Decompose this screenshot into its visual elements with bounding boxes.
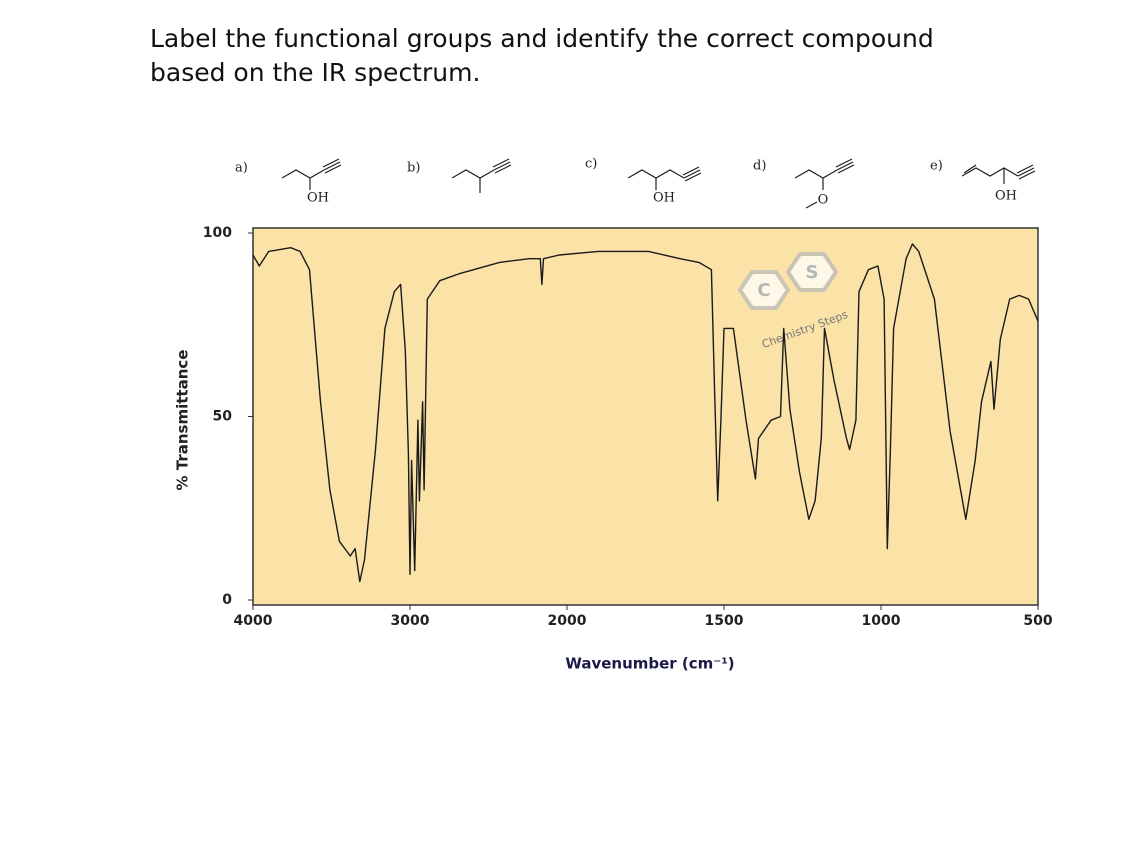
x-tick-label: 1000 — [862, 613, 901, 629]
option-label: c) — [585, 157, 597, 172]
option-label: e) — [930, 159, 943, 174]
y-tick-label: 100 — [203, 225, 232, 241]
option-label: a) — [235, 161, 248, 176]
y-tick-label: 50 — [213, 409, 233, 425]
option-label: d) — [753, 159, 766, 174]
x-tick-label: 4000 — [234, 613, 273, 629]
x-axis-label: Wavenumber (cm⁻¹) — [565, 655, 734, 673]
option-label: b) — [407, 161, 420, 176]
spectrum — [252, 243, 1039, 583]
substituent: O — [818, 193, 829, 208]
y-axis-label: % Transmittance — [174, 350, 192, 491]
x-tick-label: 1500 — [705, 613, 744, 629]
x-tick-label: 3000 — [391, 613, 430, 629]
substituent: OH — [307, 191, 329, 206]
watermark-logo: C S — [737, 252, 839, 310]
x-tick-label: 500 — [1023, 613, 1052, 629]
substituent: OH — [653, 191, 675, 206]
question: Label the functional groups and identify… — [150, 24, 934, 87]
svg-text:S: S — [806, 262, 819, 283]
substituent: OH — [995, 189, 1017, 204]
y-tick-label: 0 — [222, 592, 232, 608]
svg-text:C: C — [757, 280, 770, 301]
structures — [281, 158, 1036, 209]
plot-area — [252, 227, 1039, 606]
x-tick-label: 2000 — [548, 613, 587, 629]
